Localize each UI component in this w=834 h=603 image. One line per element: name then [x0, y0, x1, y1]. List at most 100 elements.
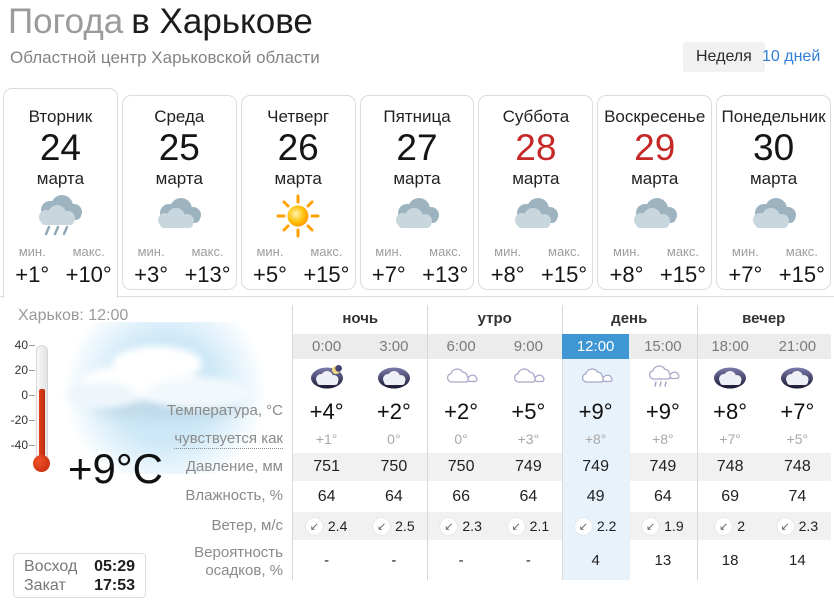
max-temp: +10° [65, 262, 112, 287]
sunrise-time: 05:29 [94, 558, 135, 575]
wind-cell: ↙ 2.3 [428, 517, 495, 535]
thermo-scale-0: 0 [21, 388, 28, 402]
min-temp: +5° [252, 262, 287, 287]
day-month: марта [155, 169, 203, 188]
tabs-divider [0, 296, 834, 297]
min-temp: +8° [490, 262, 525, 287]
max-temp: +15° [541, 262, 588, 287]
cloud-icon [598, 194, 711, 238]
thermo-tick [29, 370, 35, 371]
day-month: марта [36, 169, 85, 188]
time-cell[interactable]: 21:00 [778, 338, 817, 355]
humidity-cell: 64 [653, 488, 672, 505]
max-label: макс. [666, 244, 700, 259]
temperature-cell: +2° [376, 399, 411, 424]
day-cloud-icon [562, 367, 629, 392]
page-title-dark: в Харькове [131, 2, 313, 41]
sun-icon [242, 194, 355, 238]
pressure-row-label: Давление, мм [185, 458, 283, 475]
pressure-cell: 749 [582, 458, 609, 475]
minmax: мин. +7° макс. +15° [717, 244, 830, 288]
minmax: мин. +7° макс. +13° [361, 244, 474, 288]
ten-days-link[interactable]: 10 дней [762, 48, 821, 65]
pressure-cell: 749 [515, 458, 542, 475]
max-temp: +13° [422, 262, 469, 287]
feels-like-row-label[interactable]: чувствуется как [174, 430, 283, 449]
day-date: 25 [158, 127, 200, 168]
sunset-label: Закат [24, 577, 66, 594]
minmax: мин. +5° макс. +15° [242, 244, 355, 288]
tab-day-friday[interactable]: Пятница 27 марта мин. +7° макс. +13° [359, 95, 475, 290]
min-label: мин. [613, 244, 641, 259]
wind-cell: ↙ 2.3 [764, 517, 831, 535]
min-label: мин. [256, 244, 284, 259]
page-title: Погода в Харькове [8, 2, 313, 42]
temperature-cell: +7° [780, 399, 815, 424]
day-month: марта [274, 169, 322, 188]
day-cloud-icon [495, 367, 562, 392]
rain-cloud-icon [4, 194, 117, 238]
wind-direction-icon: ↙ [574, 517, 592, 535]
page-title-light: Погода [8, 2, 124, 41]
page-subtitle: Областной центр Харьковской области [10, 48, 320, 67]
pressure-row: 751 750 750 749 749 749 748 748 [293, 453, 831, 481]
tab-day-sunday[interactable]: Воскресенье 29 марта мин. +8° макс. +15° [597, 95, 713, 290]
humidity-row-label: Влажность, % [185, 487, 283, 504]
tab-day-thursday[interactable]: Четверг 26 марта мин. +5° макс. +15° [240, 95, 356, 290]
feels-like-cell: +7° [719, 431, 741, 447]
max-temp: +13° [184, 262, 231, 287]
pressure-cell: 750 [380, 458, 408, 475]
period-night: ночь [342, 309, 379, 327]
week-button[interactable]: Неделя [683, 42, 765, 72]
sunrise-label: Восход [24, 558, 78, 575]
precipitation-cell: 14 [789, 551, 806, 569]
feels-like-cell: 0° [387, 431, 401, 447]
day-name: Суббота [502, 107, 570, 126]
day-cloud-icon [428, 367, 495, 392]
feels-like-cell: +5° [786, 431, 809, 447]
precipitation-row: - - - - 4 13 18 14 [293, 545, 831, 575]
time-cell[interactable]: 18:00 [711, 338, 749, 355]
day-month: марта [512, 169, 560, 188]
min-label: мин. [375, 244, 403, 259]
day-date: 30 [753, 127, 795, 168]
min-label: мин. [18, 244, 46, 259]
day-date: 29 [634, 127, 676, 168]
tab-day-monday[interactable]: Понедельник 30 марта мин. +7° макс. +15° [716, 95, 832, 290]
night-cloud-icon [697, 364, 764, 395]
thermo-tick [29, 345, 35, 346]
precipitation-cell: - [525, 551, 531, 569]
wind-direction-icon: ↙ [776, 517, 794, 535]
night-cloud-icon [360, 364, 427, 395]
sunset-time: 17:53 [94, 577, 135, 594]
feels-like-row: +1° 0° 0° +3° +8° +8° +7° +5° [293, 428, 831, 450]
precipitation-cell: - [458, 551, 464, 569]
wind-direction-icon: ↙ [715, 517, 733, 535]
thermo-scale-minus20: -20 [10, 413, 28, 427]
table-divider [697, 305, 698, 580]
thermometer-mercury [39, 389, 45, 464]
period-evening: вечер [742, 309, 786, 327]
max-temp: +15° [303, 262, 350, 287]
tab-day-wednesday[interactable]: Среда 25 марта мин. +3° макс. +13° [121, 95, 237, 290]
wind-cell: ↙ 2 [697, 517, 764, 535]
precipitation-cell: - [324, 551, 330, 569]
max-label: макс. [72, 244, 105, 259]
day-name: Понедельник [721, 107, 826, 126]
table-divider [292, 305, 293, 580]
max-label: макс. [785, 244, 818, 259]
tab-day-saturday[interactable]: Суббота 28 марта мин. +8° макс. +15° [478, 95, 594, 290]
day-name: Четверг [267, 107, 330, 126]
time-cell-active[interactable]: 12:00 [562, 334, 630, 359]
pressure-cell: 749 [649, 458, 677, 475]
precipitation-cell: 13 [654, 551, 672, 569]
time-cell[interactable]: 15:00 [644, 338, 682, 355]
pressure-cell: 751 [313, 458, 340, 475]
cloud-icon [479, 194, 592, 238]
tab-day-tuesday[interactable]: Вторник 24 марта мин. +1° макс. +10° [3, 88, 118, 298]
time-cell[interactable]: 9:00 [513, 338, 543, 355]
time-cell[interactable]: 3:00 [379, 338, 409, 355]
time-cell[interactable]: 0:00 [312, 338, 342, 355]
day-date: 24 [39, 127, 81, 168]
time-cell[interactable]: 6:00 [446, 338, 476, 355]
